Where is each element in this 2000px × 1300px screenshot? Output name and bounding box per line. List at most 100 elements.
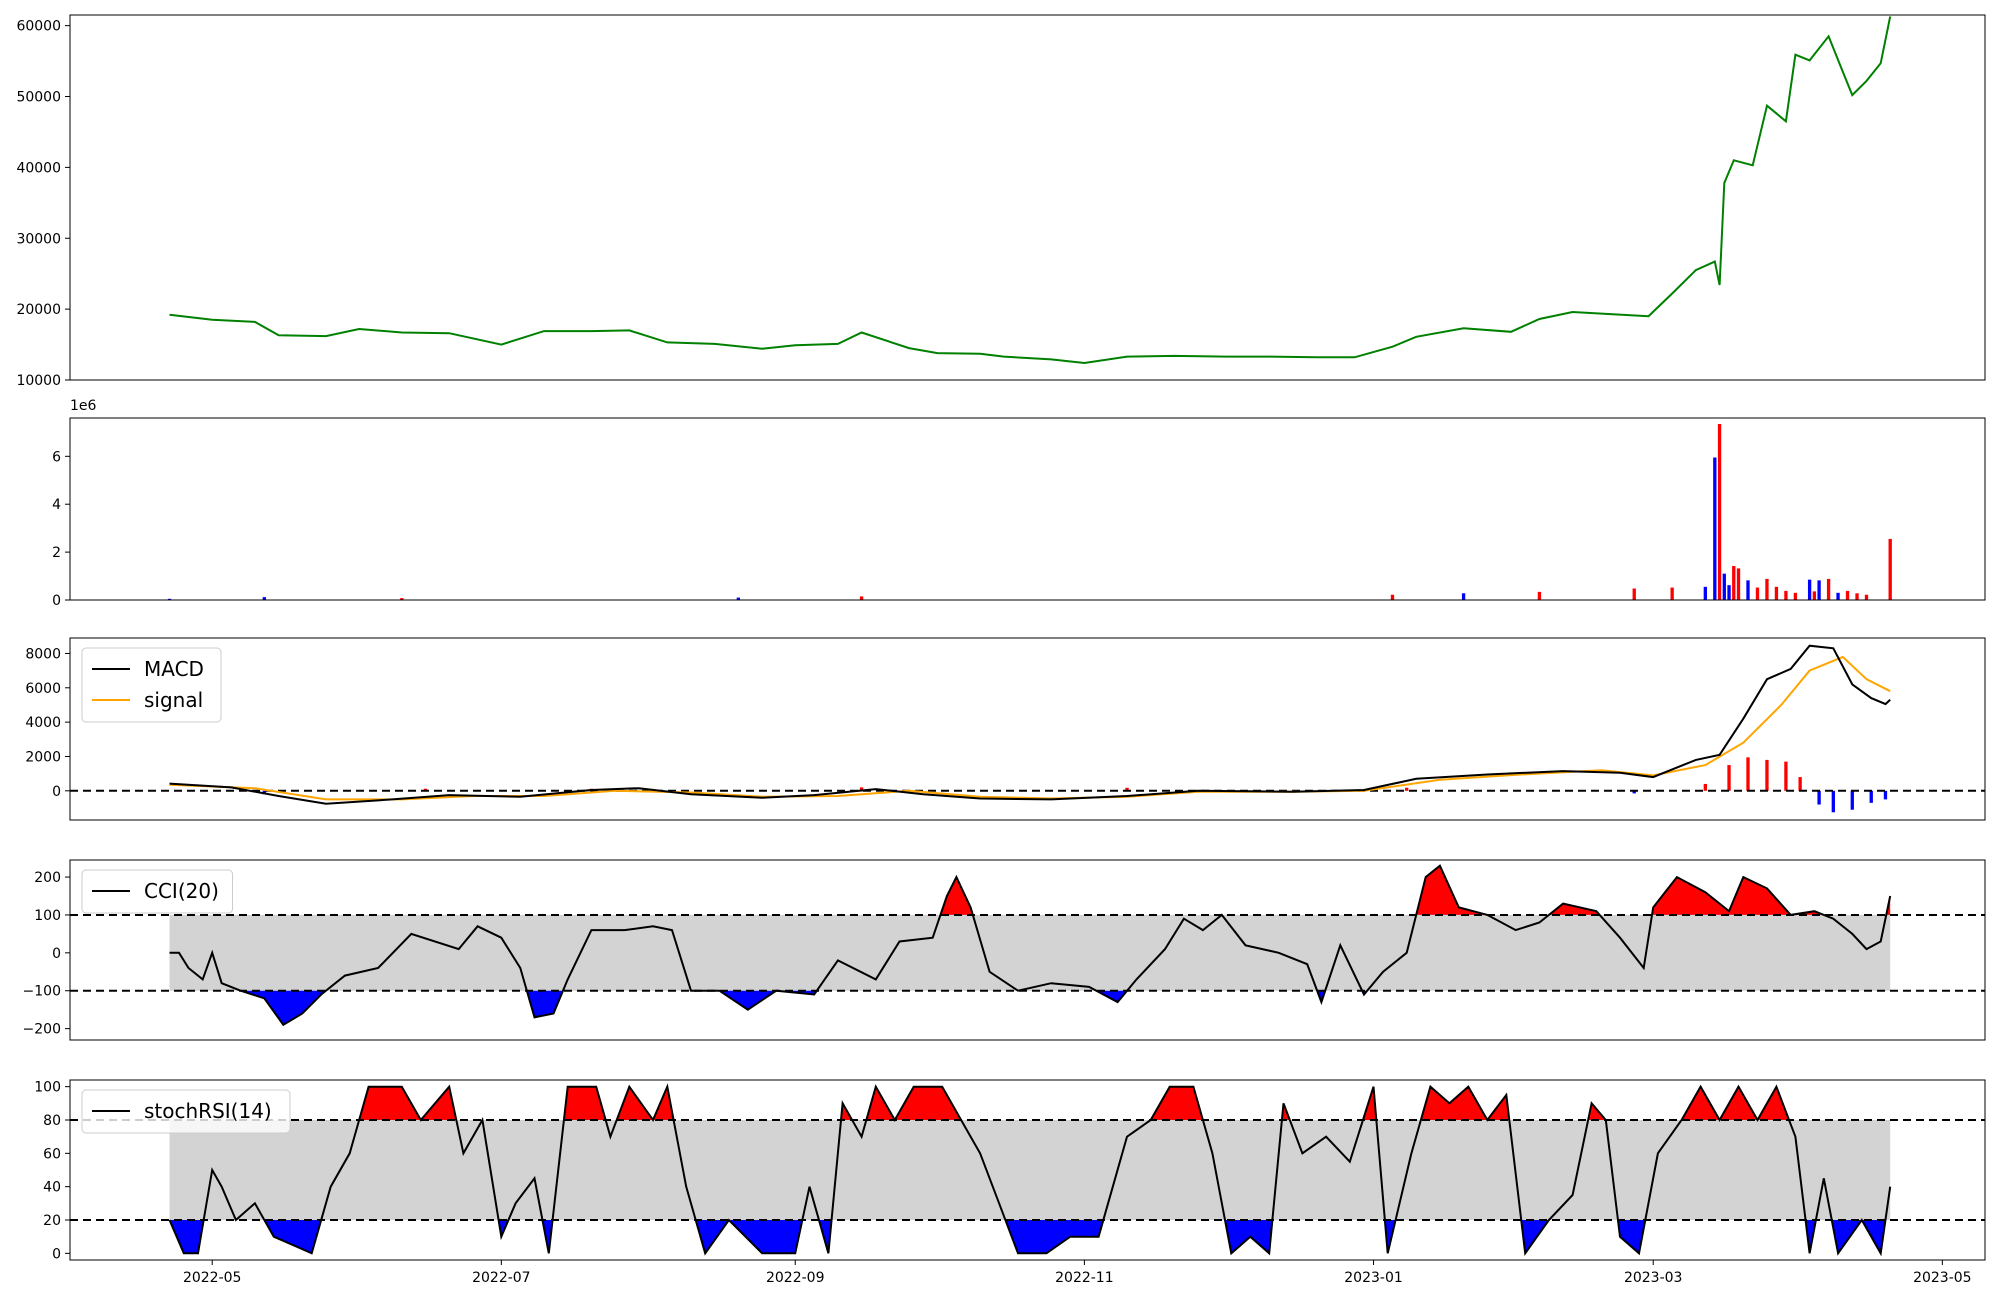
macd-histogram-bar xyxy=(1850,790,1854,810)
macd-panel: 0 2000 4000 6000 8000 MACD signal xyxy=(25,637,1986,821)
y-tick-label: 6 xyxy=(52,449,61,465)
cci-panel: −200 −100 0 100 200 CCI(20) xyxy=(23,859,1986,1041)
volume-bar xyxy=(1817,580,1821,600)
axes-frame xyxy=(69,637,1986,821)
volume-bar xyxy=(1888,538,1892,600)
axes-frame xyxy=(69,1079,1986,1261)
y-tick-label: 8000 xyxy=(25,646,61,662)
y-tick-label: 100 xyxy=(34,1080,61,1096)
volume-bar xyxy=(1845,590,1850,600)
volume-bar xyxy=(1717,423,1722,600)
signal-line xyxy=(169,655,1891,801)
volume-bar xyxy=(1755,587,1760,600)
oversold-fill xyxy=(169,990,1891,1025)
axes-frame xyxy=(69,417,1986,601)
volume-bar xyxy=(1537,591,1542,600)
neutral-band xyxy=(169,914,1891,991)
macd-histogram-bar xyxy=(859,787,864,791)
volume-bar xyxy=(1703,586,1707,600)
legend-box xyxy=(81,869,233,914)
macd-histogram-bar xyxy=(1746,757,1750,791)
y-tick-label: −100 xyxy=(23,984,61,1000)
volume-bar xyxy=(1732,565,1736,600)
legend-label: stochRSI(14) xyxy=(144,1099,272,1123)
y-tick-label: 4 xyxy=(52,497,61,513)
volume-scale-offset: 1e6 xyxy=(70,398,97,414)
volume-bar xyxy=(262,597,267,600)
volume-bar xyxy=(400,598,404,600)
oversold-fill xyxy=(169,1220,1891,1254)
y-tick-label: 20 xyxy=(43,1213,61,1229)
volume-bar xyxy=(1746,580,1750,600)
legend-label: MACD xyxy=(144,657,204,681)
volume-bar xyxy=(1855,593,1859,600)
macd-histogram-bar xyxy=(1125,787,1129,791)
y-tick-label: 60000 xyxy=(16,19,61,35)
volume-bar xyxy=(1826,578,1831,600)
legend-box xyxy=(81,647,222,723)
axes-frame xyxy=(69,14,1986,381)
indicator-line xyxy=(168,1083,1892,1257)
macd-histogram-bar xyxy=(1727,765,1731,791)
volume-bar xyxy=(1632,588,1636,600)
legend-box xyxy=(81,1089,291,1134)
volume-bar xyxy=(1836,592,1840,600)
x-tick-label: 2022-09 xyxy=(766,1270,825,1286)
macd-line xyxy=(169,644,1891,805)
overbought-fill xyxy=(169,1086,1891,1120)
volume-bar xyxy=(1864,594,1869,600)
macd-histogram-bar xyxy=(1869,790,1873,803)
volume-bar xyxy=(1793,592,1798,600)
y-tick-label: 30000 xyxy=(16,231,61,247)
x-tick-label: 2023-03 xyxy=(1624,1270,1683,1286)
volume-bar xyxy=(1812,591,1817,600)
volume-bar xyxy=(1765,578,1769,600)
legend-label: CCI(20) xyxy=(144,879,219,903)
y-tick-label: 10000 xyxy=(16,373,61,389)
y-tick-label: 4000 xyxy=(25,715,61,731)
volume-bar xyxy=(1774,586,1779,600)
y-tick-label: 60 xyxy=(43,1146,61,1162)
price-panel: 10000 20000 30000 40000 50000 60000 xyxy=(16,14,1986,389)
price-line xyxy=(169,16,1892,365)
x-tick-label: 2022-05 xyxy=(183,1270,242,1286)
volume-bar xyxy=(1713,457,1717,600)
macd-histogram-bar xyxy=(1405,787,1409,791)
macd-histogram-bar xyxy=(1765,759,1769,791)
neutral-band xyxy=(169,1120,1891,1220)
y-tick-label: 50000 xyxy=(16,90,61,106)
volume-bar xyxy=(1807,579,1812,600)
macd-histogram-bar xyxy=(1817,790,1821,805)
x-tick-label: 2022-11 xyxy=(1055,1270,1114,1286)
macd-histogram-bar xyxy=(423,788,428,791)
macd-histogram-bar xyxy=(1831,790,1835,813)
volume-bar xyxy=(1784,590,1788,600)
volume-bar xyxy=(1736,568,1741,600)
y-tick-label: 100 xyxy=(34,908,61,924)
overbought-fill xyxy=(169,865,1891,915)
y-tick-label: −200 xyxy=(23,1022,61,1038)
volume-bar xyxy=(1727,585,1731,600)
y-tick-label: 0 xyxy=(52,784,61,800)
macd-histogram-bar xyxy=(1632,790,1636,794)
x-tick-label: 2023-01 xyxy=(1344,1270,1403,1286)
stochrsi-panel: 0 20 40 60 80 100 stochRSI(14) 2022-05 2022-07 20… xyxy=(34,1079,1986,1286)
volume-bar xyxy=(1461,593,1466,600)
x-tick-label: 2023-05 xyxy=(1913,1270,1972,1286)
y-tick-label: 20000 xyxy=(16,302,61,318)
y-tick-label: 40000 xyxy=(16,160,61,176)
macd-histogram-bar xyxy=(1883,790,1888,800)
y-tick-label: 200 xyxy=(34,870,61,886)
volume-bar xyxy=(167,598,172,600)
volume-bar xyxy=(859,596,864,600)
y-tick-label: 0 xyxy=(52,946,61,962)
y-tick-label: 2 xyxy=(52,545,61,561)
y-tick-label: 80 xyxy=(43,1113,61,1129)
macd-histogram-bar xyxy=(1703,783,1707,791)
y-tick-label: 2000 xyxy=(25,749,61,765)
volume-bar xyxy=(736,597,741,600)
volume-bar xyxy=(1670,587,1674,600)
macd-histogram-bar xyxy=(1784,761,1788,791)
axes-frame xyxy=(69,859,1986,1041)
